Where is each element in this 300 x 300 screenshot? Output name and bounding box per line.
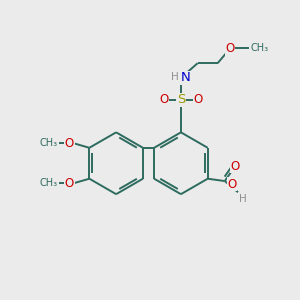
Text: O: O (159, 93, 169, 106)
Text: O: O (65, 177, 74, 190)
Text: O: O (194, 93, 202, 106)
Text: O: O (226, 42, 235, 55)
Text: S: S (177, 93, 185, 106)
Text: O: O (65, 137, 74, 150)
Text: H: H (239, 194, 247, 204)
Text: CH₃: CH₃ (39, 138, 57, 148)
Text: O: O (227, 178, 236, 191)
Text: H: H (171, 72, 178, 82)
Text: N: N (181, 71, 190, 84)
Text: O: O (230, 160, 240, 173)
Text: CH₃: CH₃ (250, 44, 268, 53)
Text: CH₃: CH₃ (39, 178, 57, 188)
